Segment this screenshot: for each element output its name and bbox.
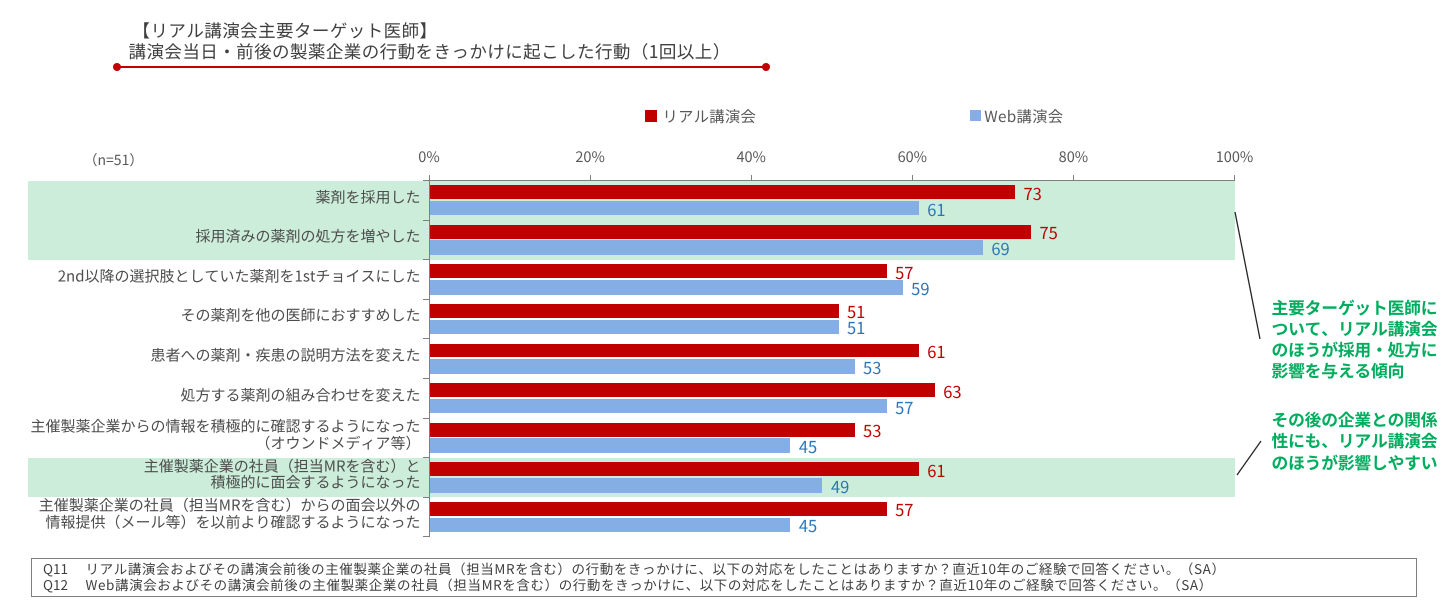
bar-value-real: 51 <box>847 299 866 324</box>
x-axis-tick-mark <box>1072 174 1074 181</box>
bar-value-web: 51 <box>847 315 866 340</box>
y-axis-tick-mark <box>423 219 429 221</box>
footnote-label-q11: Q11 <box>43 557 69 578</box>
y-axis-tick-mark <box>423 338 429 340</box>
x-axis-tick-label: 40% <box>736 146 766 167</box>
y-axis-tick-mark <box>423 180 429 181</box>
bar-web <box>429 280 903 295</box>
title-underline-right-dot <box>762 62 770 71</box>
category-label: 主催製薬企業の社員（担当MRを含む）からの面会以外の 情報提供（メール等）を以前よ… <box>38 494 421 533</box>
title-underline <box>117 65 766 68</box>
bar-web <box>429 478 823 493</box>
bar-value-web: 61 <box>927 196 946 221</box>
bar-real <box>429 501 887 516</box>
bar-value-real: 61 <box>927 338 946 363</box>
bar-real <box>429 224 1031 239</box>
bar-value-web: 45 <box>798 434 818 459</box>
category-label: 採用済みの薬剤の処方を増やした <box>195 225 421 247</box>
legend-item-web: Web講演会 <box>970 105 1063 127</box>
footnote-label-q12: Q12 <box>43 574 69 595</box>
footnote-text-q11: リアル講演会およびその講演会前後の主催製薬企業の社員（担当MRを含む）の行動をき… <box>85 557 1226 578</box>
footnote-row-q12: Q12 Web講演会およびその講演会前後の主催製薬企業の社員（担当MRを含む）の行… <box>43 571 1213 595</box>
legend-item-real: リアル講演会 <box>645 105 756 127</box>
footnote-row-q11: Q11 リアル講演会およびその講演会前後の主催製薬企業の社員（担当MRを含む）の行… <box>43 555 1226 579</box>
bar-value-web: 45 <box>798 513 818 538</box>
y-axis-tick-mark <box>423 417 429 419</box>
y-axis-tick-mark <box>423 298 429 300</box>
bar-value-real: 57 <box>895 259 914 284</box>
x-axis-tick-mark <box>589 174 591 181</box>
bar-value-real: 53 <box>863 418 882 443</box>
callout-line-top <box>1234 211 1261 340</box>
x-axis-tick-label: 0% <box>418 146 440 167</box>
y-axis-tick-mark <box>423 496 429 498</box>
x-axis-tick-mark <box>1234 174 1235 181</box>
bar-value-real: 61 <box>927 457 946 482</box>
bar-value-real: 63 <box>943 378 962 403</box>
bar-real <box>429 462 919 477</box>
annotation-text-bottom: その後の企業との関係 性にも、リアル講演会 のほうが影響しやすい <box>1271 407 1438 474</box>
title-underline-left-dot <box>113 62 121 71</box>
page-title-line2: 講演会当日・前後の製薬企業の行動をきっかけに起こした行動（1回以上） <box>128 38 731 64</box>
annotation-text-top: 主要ターゲット医師に ついて、リアル講演会 のほうが採用・処方に 影響を与える傾向 <box>1271 294 1438 383</box>
x-axis-tick-label: 100% <box>1215 146 1254 167</box>
legend-label-web: Web講演会 <box>984 104 1064 127</box>
x-axis-tick-label: 60% <box>897 146 928 167</box>
bar-web <box>429 359 855 374</box>
bar-real <box>429 264 887 279</box>
category-label: 患者への薬剤・疾患の説明方法を変えた <box>150 344 421 366</box>
bar-value-real: 57 <box>895 497 914 522</box>
bar-web <box>429 319 839 335</box>
bar-value-web: 69 <box>991 236 1010 261</box>
y-axis-tick-mark <box>423 259 429 261</box>
legend-swatch-web <box>970 110 981 122</box>
bar-real <box>429 343 919 358</box>
bar-web <box>429 438 791 453</box>
bar-web <box>429 517 791 533</box>
x-axis-tick-mark <box>911 174 913 181</box>
y-axis-tick-mark <box>423 457 429 459</box>
legend-label-real: リアル講演会 <box>662 104 757 127</box>
y-axis-tick-mark <box>423 378 429 379</box>
bar-real <box>429 185 1015 199</box>
legend-swatch-real <box>645 110 657 122</box>
x-axis-line <box>429 180 1235 181</box>
sample-size-label: （n=51） <box>83 150 144 170</box>
bar-web <box>429 200 919 216</box>
callout-line-bottom <box>1236 440 1262 476</box>
category-label: 主催製薬企業の社員（担当MRを含む）と 積極的に面会するようになった <box>143 455 421 493</box>
y-axis-line <box>428 174 430 537</box>
bar-web <box>429 240 983 255</box>
bar-value-real: 75 <box>1039 220 1058 245</box>
bar-value-web: 59 <box>911 275 930 300</box>
bar-web <box>429 398 887 414</box>
bar-real <box>429 303 839 318</box>
page-title-line1: 【リアル講演会主要ターゲット医師】 <box>132 18 438 43</box>
y-axis-tick-mark <box>423 536 429 538</box>
footnote-text-q12: Web講演会およびその講演会前後の主催製薬企業の社員（担当MRを含む）の行動をき… <box>85 574 1213 595</box>
footnote-box: Q11 リアル講演会およびその講演会前後の主催製薬企業の社員（担当MRを含む）の行… <box>31 558 1417 597</box>
bar-value-web: 57 <box>895 394 914 419</box>
bar-value-real: 73 <box>1023 180 1042 205</box>
category-label: 2nd以降の選択肢としていた薬剤を1stチョイスにした <box>57 265 421 287</box>
bar-value-web: 49 <box>830 473 850 498</box>
x-axis-tick-mark <box>750 174 752 181</box>
category-label: その薬剤を他の医師におすすめした <box>180 305 421 327</box>
bar-value-web: 53 <box>863 355 882 379</box>
x-axis-tick-label: 20% <box>575 146 605 167</box>
bar-real <box>429 383 935 397</box>
category-label: 薬剤を採用した <box>315 186 421 208</box>
x-axis-tick-label: 80% <box>1058 146 1089 167</box>
bar-real <box>429 422 855 437</box>
category-label: 主催製薬企業からの情報を積極的に確認するようになった （オウンドメディア等） <box>30 415 421 454</box>
category-label: 処方する薬剤の組み合わせを変えた <box>180 384 421 406</box>
